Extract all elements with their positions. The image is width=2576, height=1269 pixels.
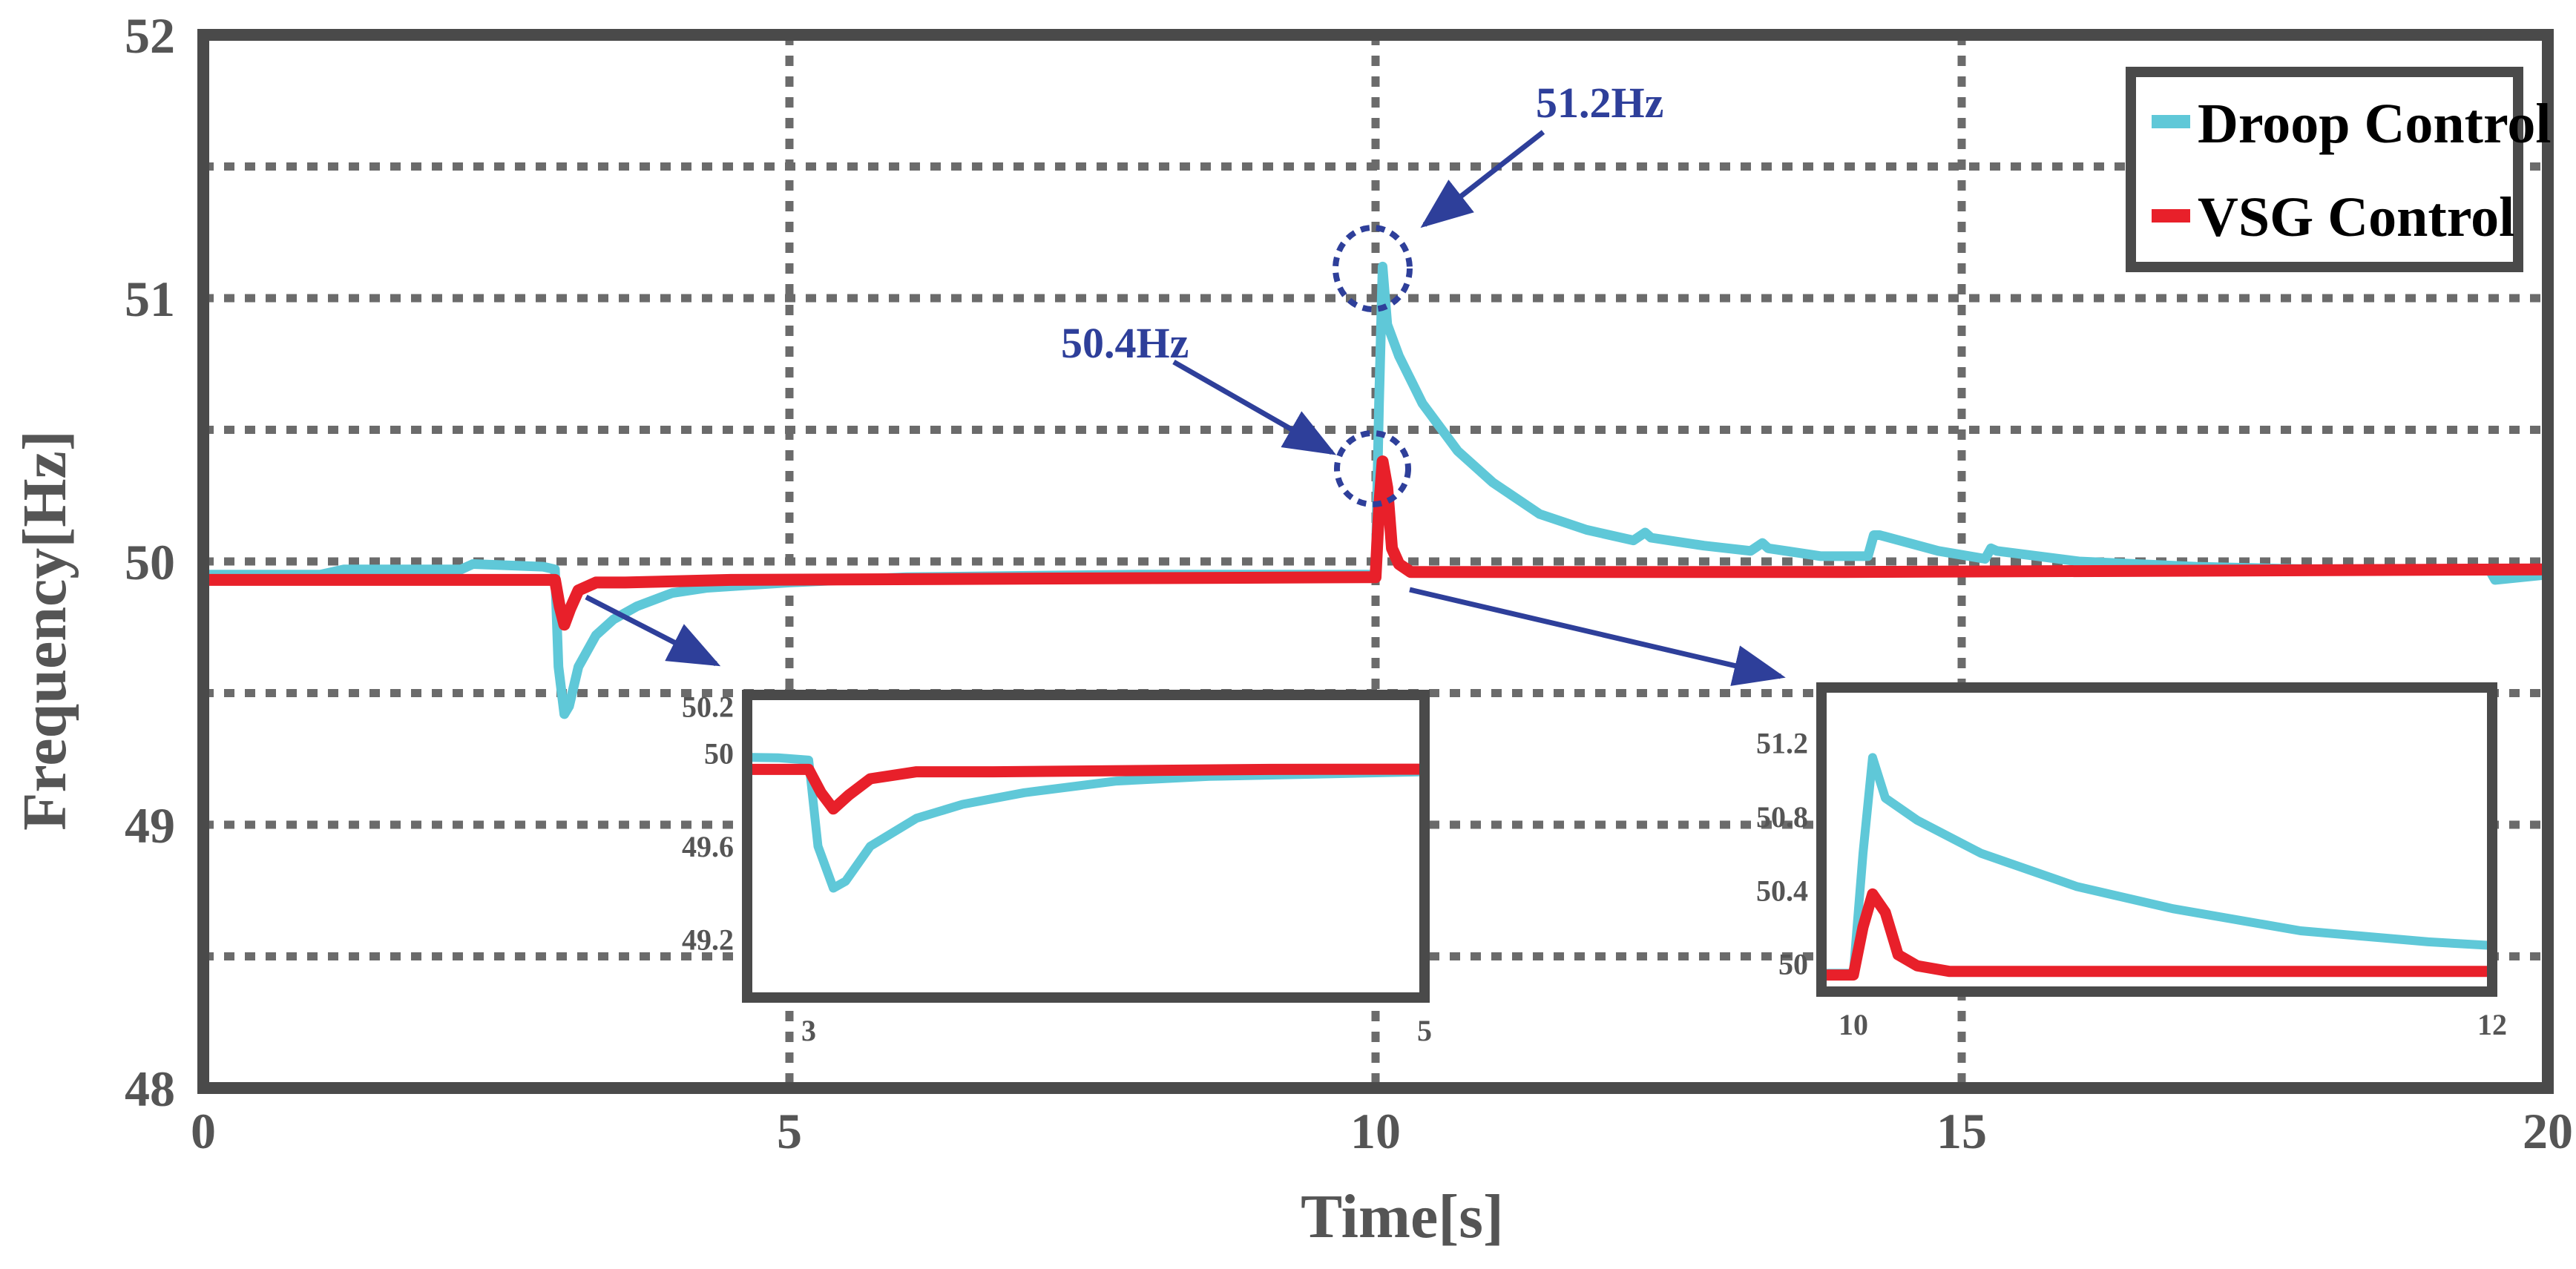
inset-y-tick-label: 49.6 bbox=[682, 830, 734, 863]
main-series bbox=[197, 261, 2554, 719]
inset-zoom-right: 10 12 51.2 50.8 50.4 50 bbox=[1756, 682, 2507, 1041]
inset-x-tick-label: 12 bbox=[2477, 1008, 2507, 1041]
inset-x-tick-label: 3 bbox=[801, 1014, 816, 1047]
inset-y-tick-label: 50.2 bbox=[682, 690, 734, 724]
inset-series bbox=[747, 753, 1425, 893]
inset-zoom-left: 3 5 50.2 50 49.6 49.2 bbox=[682, 690, 1432, 1047]
vsg-peak-arrow bbox=[1172, 359, 1337, 455]
x-axis-title: Time[s] bbox=[1301, 1182, 1504, 1251]
droop-peak-arrow bbox=[1420, 130, 1545, 228]
inset-y-tick-label: 49.2 bbox=[682, 923, 734, 957]
y-tick-label: 48 bbox=[125, 1061, 175, 1117]
x-tick-label: 20 bbox=[2523, 1103, 2573, 1159]
legend-box bbox=[2126, 67, 2523, 272]
y-tick-label: 49 bbox=[125, 797, 175, 854]
y-tick-label: 50 bbox=[125, 534, 175, 590]
inset-background bbox=[1821, 688, 2492, 992]
zoom-arrow-left bbox=[585, 594, 721, 667]
x-tick-label: 10 bbox=[1350, 1103, 1401, 1159]
legend-label-droop: Droop Control bbox=[2198, 93, 2551, 155]
x-tick-label: 15 bbox=[1936, 1103, 1987, 1159]
inset-frame bbox=[1816, 682, 2497, 997]
inset-y-tick-label: 50.4 bbox=[1756, 874, 1808, 907]
inset-y-tick-label: 50 bbox=[1778, 948, 1808, 981]
x-tick-label: 0 bbox=[191, 1103, 216, 1159]
y-tick-label: 52 bbox=[125, 7, 175, 64]
x-tick-label: 5 bbox=[777, 1103, 802, 1159]
vsg-peak-circle bbox=[1334, 430, 1411, 507]
zoom-arrow-right bbox=[1409, 587, 1786, 686]
inset-frame bbox=[742, 690, 1430, 1003]
inset-series-line-vsg bbox=[747, 763, 1425, 815]
peak-annotations: 51.2Hz 50.4Hz bbox=[585, 79, 1786, 686]
y-tick-label: 51 bbox=[125, 271, 175, 327]
inset-y-tick-label: 50.8 bbox=[1756, 800, 1808, 834]
inset-series bbox=[1821, 753, 2492, 981]
legend: Droop Control VSG Control bbox=[2126, 67, 2551, 272]
inset-background bbox=[747, 695, 1425, 998]
series-line-vsg bbox=[197, 455, 2554, 631]
annotation-label-vsg-peak: 50.4Hz bbox=[1061, 319, 1189, 367]
inset-series-line-droop bbox=[747, 753, 1425, 893]
plot-frame bbox=[197, 29, 2554, 1094]
droop-peak-circle bbox=[1333, 225, 1413, 312]
annotation-label-droop-peak: 51.2Hz bbox=[1536, 79, 1663, 127]
y-axis-title: Frequency[Hz] bbox=[10, 430, 79, 831]
inset-x-tick-label: 10 bbox=[1839, 1008, 1868, 1041]
inset-series-line-vsg bbox=[1821, 888, 2492, 981]
legend-label-vsg: VSG Control bbox=[2198, 186, 2514, 248]
inset-y-tick-label: 51.2 bbox=[1756, 727, 1808, 760]
inset-series-line-droop bbox=[1821, 753, 2492, 978]
main-tick-labels: 0 5 10 15 20 48 49 50 51 52 bbox=[125, 7, 2573, 1159]
inset-y-tick-label: 50 bbox=[704, 736, 734, 770]
inset-x-tick-label: 5 bbox=[1417, 1014, 1432, 1047]
series-line-droop bbox=[198, 261, 2553, 719]
